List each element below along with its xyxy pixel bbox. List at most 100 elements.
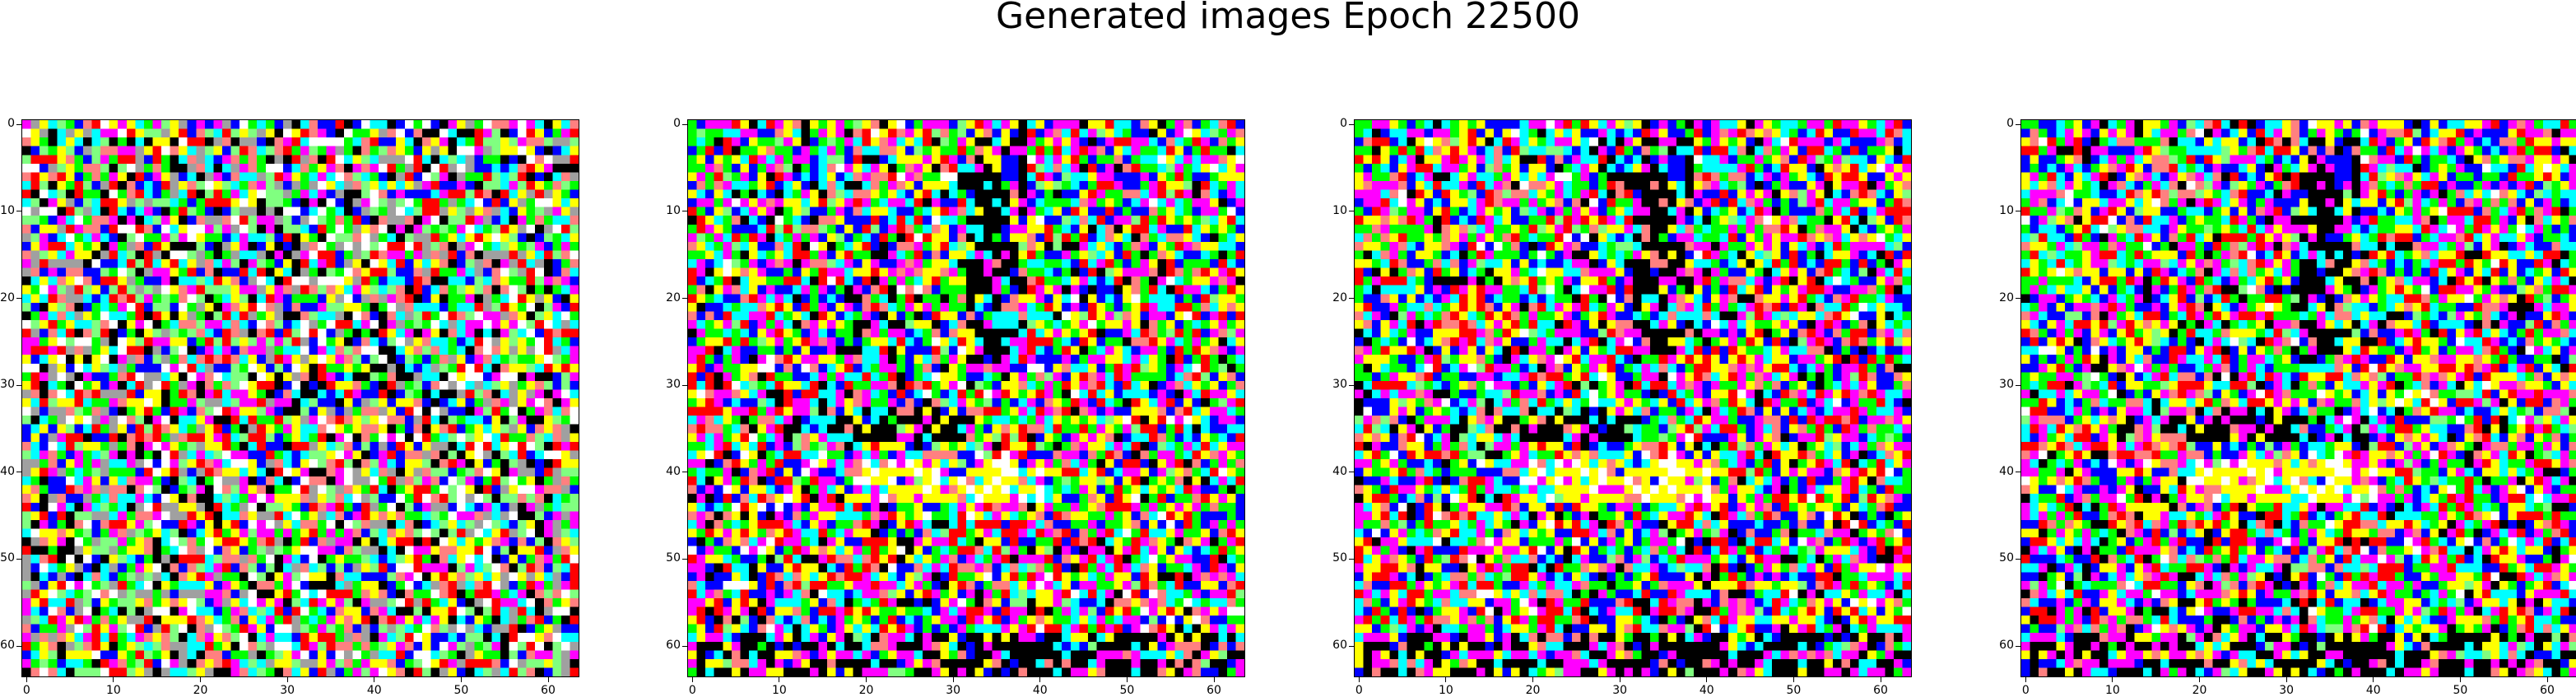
x-tick-mark bbox=[547, 677, 549, 682]
y-tick-mark bbox=[1349, 298, 1354, 300]
y-tick-label: 30 bbox=[1999, 378, 2014, 392]
generated-image-3-pixels bbox=[1355, 120, 1911, 676]
x-tick-label: 50 bbox=[453, 684, 469, 697]
y-tick-label: 30 bbox=[0, 378, 15, 392]
x-tick-label: 30 bbox=[2279, 684, 2295, 697]
x-tick-label: 0 bbox=[22, 684, 30, 697]
figure-title: Generated images Epoch 22500 bbox=[995, 0, 1581, 37]
x-tick-label: 0 bbox=[1355, 684, 1363, 697]
y-tick-mark bbox=[1349, 558, 1354, 560]
y-tick-mark bbox=[1349, 384, 1354, 386]
x-tick-mark bbox=[2373, 677, 2374, 682]
y-tick-mark bbox=[16, 384, 21, 386]
y-tick-label: 60 bbox=[1999, 639, 2014, 653]
generated-image-1 bbox=[21, 119, 579, 677]
x-tick-mark bbox=[1706, 677, 1708, 682]
x-tick-mark bbox=[113, 677, 114, 682]
generated-image-1-pixels bbox=[22, 120, 579, 676]
y-tick-label: 20 bbox=[1332, 290, 1347, 304]
x-tick-mark bbox=[952, 677, 954, 682]
y-tick-label: 40 bbox=[0, 464, 15, 478]
y-tick-label: 40 bbox=[1332, 464, 1347, 478]
x-tick-label: 40 bbox=[2365, 684, 2381, 697]
generated-image-4-pixels bbox=[2021, 120, 2576, 676]
x-tick-label: 10 bbox=[2104, 684, 2120, 697]
x-tick-mark bbox=[1039, 677, 1041, 682]
y-tick-label: 50 bbox=[666, 551, 681, 565]
x-tick-mark bbox=[1213, 677, 1215, 682]
x-tick-label: 30 bbox=[1612, 684, 1628, 697]
y-tick-label: 50 bbox=[1332, 551, 1347, 565]
x-tick-label: 20 bbox=[1525, 684, 1541, 697]
y-tick-label: 60 bbox=[666, 639, 681, 653]
y-tick-mark bbox=[2016, 298, 2020, 300]
x-tick-mark bbox=[2199, 677, 2201, 682]
x-tick-label: 50 bbox=[2453, 684, 2468, 697]
y-tick-mark bbox=[16, 123, 21, 125]
x-tick-label: 60 bbox=[1207, 684, 1221, 697]
x-tick-mark bbox=[1358, 677, 1360, 682]
y-tick-mark bbox=[682, 384, 687, 386]
x-tick-label: 20 bbox=[2192, 684, 2207, 697]
x-tick-mark bbox=[1445, 677, 1447, 682]
x-tick-mark bbox=[2459, 677, 2461, 682]
y-tick-label: 0 bbox=[673, 117, 681, 131]
y-tick-mark bbox=[1349, 123, 1354, 125]
x-tick-label: 60 bbox=[1873, 684, 1888, 697]
x-tick-label: 0 bbox=[2021, 684, 2030, 697]
x-tick-label: 10 bbox=[105, 684, 121, 697]
y-tick-label: 0 bbox=[7, 117, 15, 131]
x-tick-label: 60 bbox=[2540, 684, 2555, 697]
y-tick-mark bbox=[2016, 645, 2020, 647]
x-tick-mark bbox=[200, 677, 202, 682]
x-tick-label: 10 bbox=[1438, 684, 1453, 697]
x-tick-label: 20 bbox=[858, 684, 874, 697]
x-tick-mark bbox=[866, 677, 867, 682]
x-tick-label: 40 bbox=[366, 684, 382, 697]
x-tick-label: 40 bbox=[1699, 684, 1714, 697]
x-tick-label: 0 bbox=[688, 684, 696, 697]
y-tick-label: 60 bbox=[0, 639, 15, 653]
x-tick-mark bbox=[691, 677, 693, 682]
x-tick-label: 20 bbox=[193, 684, 208, 697]
x-tick-label: 10 bbox=[771, 684, 787, 697]
y-tick-mark bbox=[2016, 558, 2020, 560]
y-tick-label: 40 bbox=[1999, 464, 2014, 478]
x-tick-mark bbox=[2546, 677, 2548, 682]
y-tick-label: 10 bbox=[1999, 203, 2014, 217]
generated-image-4 bbox=[2020, 119, 2576, 677]
x-tick-mark bbox=[2285, 677, 2287, 682]
x-tick-mark bbox=[1532, 677, 1534, 682]
y-tick-label: 20 bbox=[666, 290, 681, 304]
y-tick-label: 50 bbox=[0, 551, 15, 565]
x-tick-mark bbox=[2025, 677, 2026, 682]
y-tick-mark bbox=[16, 298, 21, 300]
y-tick-label: 40 bbox=[666, 464, 681, 478]
x-tick-mark bbox=[286, 677, 288, 682]
generated-image-2 bbox=[687, 119, 1245, 677]
y-tick-label: 10 bbox=[666, 203, 681, 217]
x-tick-mark bbox=[26, 677, 27, 682]
y-tick-mark bbox=[2016, 123, 2020, 125]
x-tick-mark bbox=[2112, 677, 2113, 682]
y-tick-mark bbox=[682, 558, 687, 560]
y-tick-label: 10 bbox=[0, 203, 15, 217]
x-tick-mark bbox=[460, 677, 462, 682]
x-tick-label: 40 bbox=[1032, 684, 1048, 697]
y-tick-label: 20 bbox=[1999, 290, 2014, 304]
x-tick-label: 60 bbox=[541, 684, 556, 697]
generated-image-3 bbox=[1354, 119, 1912, 677]
y-tick-mark bbox=[16, 558, 21, 560]
y-tick-label: 30 bbox=[1332, 378, 1347, 392]
y-tick-label: 0 bbox=[1340, 117, 1347, 131]
y-tick-label: 20 bbox=[0, 290, 15, 304]
x-tick-label: 30 bbox=[946, 684, 961, 697]
x-tick-mark bbox=[1126, 677, 1128, 682]
y-tick-mark bbox=[2016, 384, 2020, 386]
y-tick-mark bbox=[682, 123, 687, 125]
y-tick-mark bbox=[16, 645, 21, 647]
y-tick-mark bbox=[682, 298, 687, 300]
generated-image-2-pixels bbox=[688, 120, 1244, 676]
x-tick-label: 30 bbox=[280, 684, 295, 697]
x-tick-label: 50 bbox=[1786, 684, 1802, 697]
